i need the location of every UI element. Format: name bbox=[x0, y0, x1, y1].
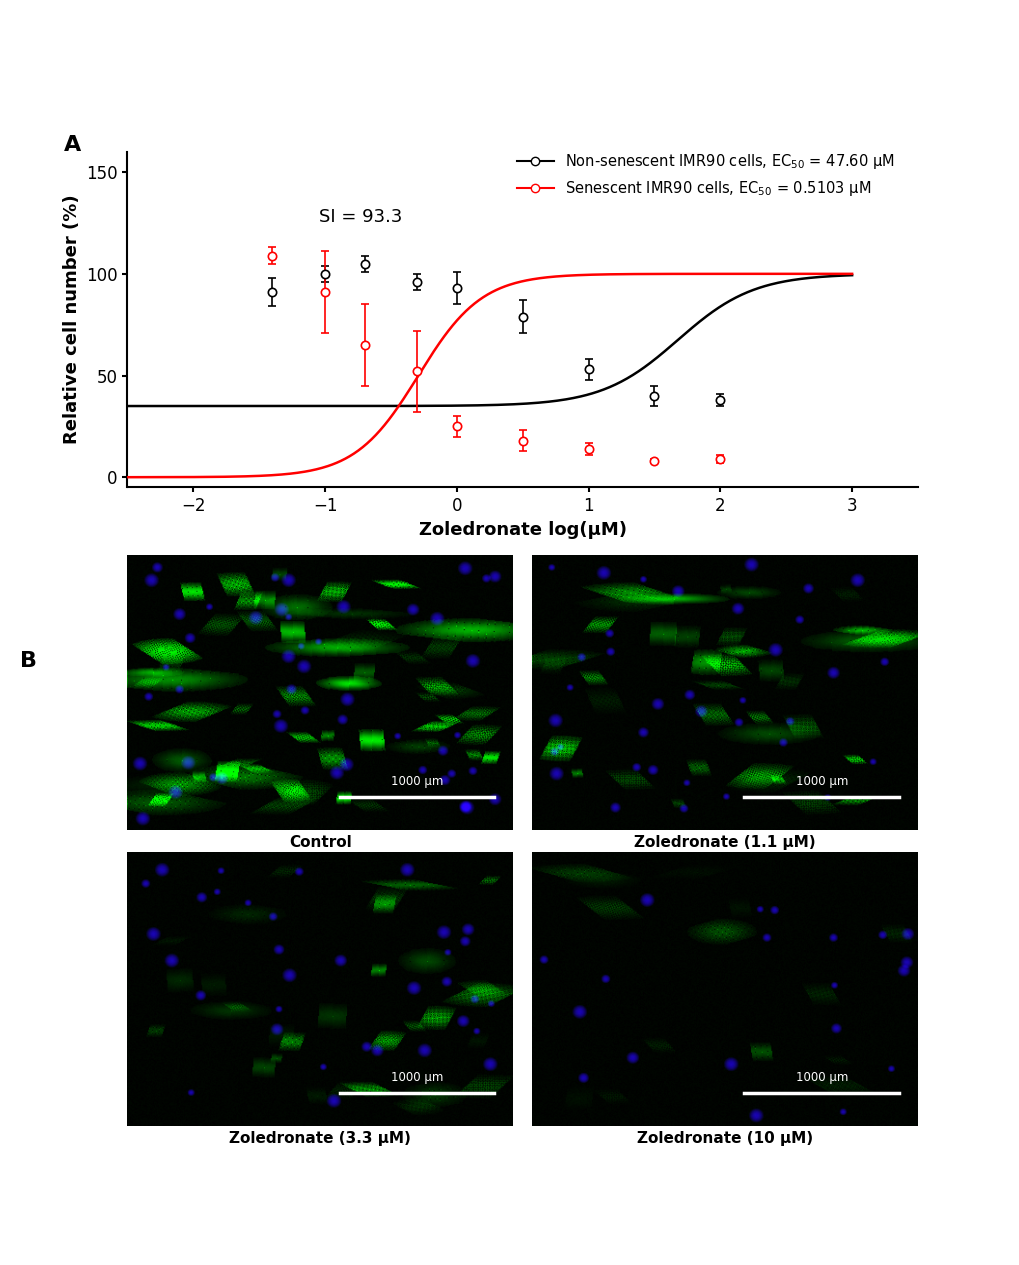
Text: 1000 μm: 1000 μm bbox=[390, 775, 443, 788]
Text: A: A bbox=[64, 135, 82, 156]
X-axis label: Zoledronate (3.3 μM): Zoledronate (3.3 μM) bbox=[229, 1131, 411, 1146]
X-axis label: Zoledronate (1.1 μM): Zoledronate (1.1 μM) bbox=[634, 835, 815, 850]
Text: SI = 93.3: SI = 93.3 bbox=[318, 207, 401, 226]
X-axis label: Zoledronate log(μM): Zoledronate log(μM) bbox=[419, 521, 626, 539]
Text: 1000 μm: 1000 μm bbox=[795, 1071, 848, 1084]
Text: 1000 μm: 1000 μm bbox=[390, 1071, 443, 1084]
X-axis label: Zoledronate (10 μM): Zoledronate (10 μM) bbox=[637, 1131, 812, 1146]
X-axis label: Control: Control bbox=[288, 835, 352, 850]
Legend: Non-senescent IMR90 cells, EC$_{50}$ = 47.60 μM, Senescent IMR90 cells, EC$_{50}: Non-senescent IMR90 cells, EC$_{50}$ = 4… bbox=[517, 152, 894, 197]
Text: 1000 μm: 1000 μm bbox=[795, 775, 848, 788]
Text: B: B bbox=[20, 651, 38, 672]
Y-axis label: Relative cell number (%): Relative cell number (%) bbox=[62, 195, 81, 444]
